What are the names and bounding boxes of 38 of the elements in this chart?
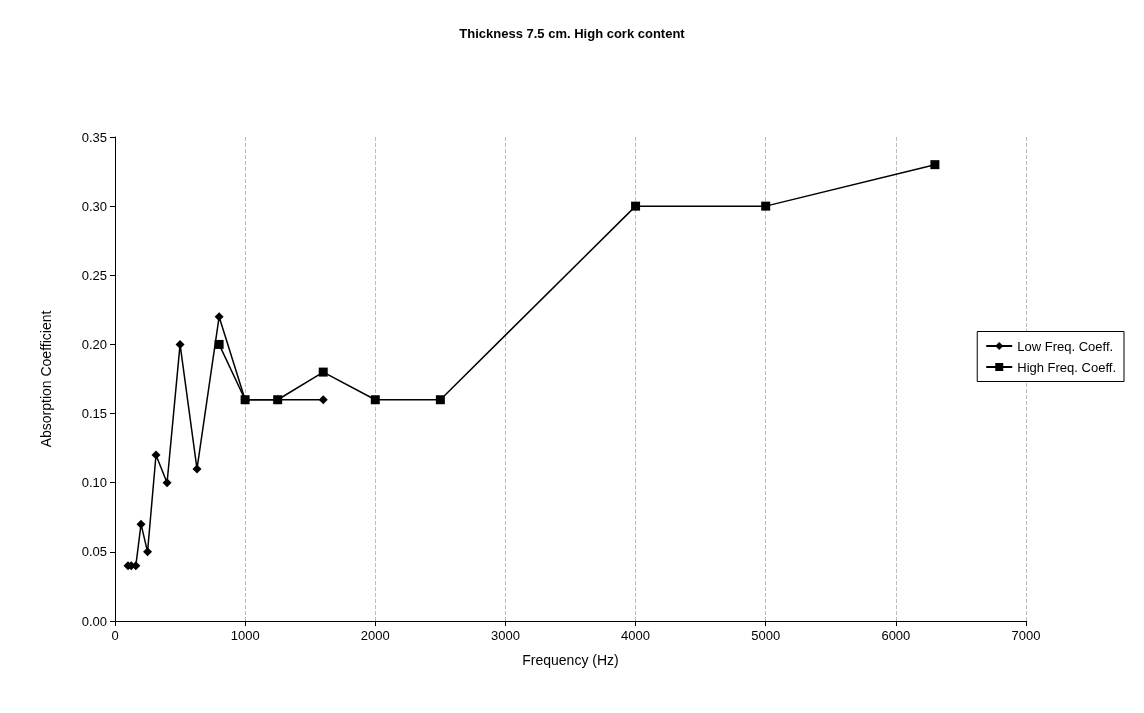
y-tick-label: 0.35: [81, 129, 107, 145]
y-tick-label: 0.05: [81, 544, 107, 560]
x-tick-label: 4000: [621, 628, 651, 643]
y-tick-label: 0.20: [81, 336, 107, 352]
x-tick-label: 5000: [751, 628, 781, 643]
point: [318, 395, 328, 405]
y-tick-label: 0.00: [81, 613, 107, 629]
legend-label: High Freq. Coeff.: [1017, 359, 1117, 375]
point: [273, 395, 283, 405]
y-tick-label: 0.15: [81, 406, 107, 422]
y-tick-label: 0.30: [81, 198, 107, 214]
legend-label: Low Freq. Coeff.: [1017, 338, 1114, 354]
point: [435, 395, 445, 405]
x-tick-label: 1000: [230, 628, 260, 643]
point: [240, 395, 250, 405]
point: [136, 519, 146, 529]
point: [192, 464, 202, 474]
point: [175, 339, 185, 349]
point: [214, 339, 224, 349]
x-axis-title: Frequency (Hz): [522, 652, 619, 668]
point: [370, 395, 380, 405]
x-tick-label: 3000: [490, 628, 520, 643]
point: [318, 367, 328, 377]
point: [151, 450, 161, 460]
point: [143, 547, 153, 557]
x-tick-label: 6000: [881, 628, 911, 643]
y-axis-title: Absorption Coefficient: [38, 310, 54, 448]
x-tick-label: 7000: [1011, 628, 1041, 643]
x-tick-label: 0: [111, 628, 119, 643]
point: [930, 160, 940, 170]
y-tick-label: 0.25: [81, 267, 107, 283]
point: [162, 478, 172, 488]
point: [631, 201, 641, 211]
x-tick-label: 2000: [360, 628, 390, 643]
point: [214, 312, 224, 322]
y-tick-label: 0.10: [81, 475, 107, 491]
point: [761, 201, 771, 211]
chart-title: Thickness 7.5 cm. High cork content: [459, 26, 686, 41]
